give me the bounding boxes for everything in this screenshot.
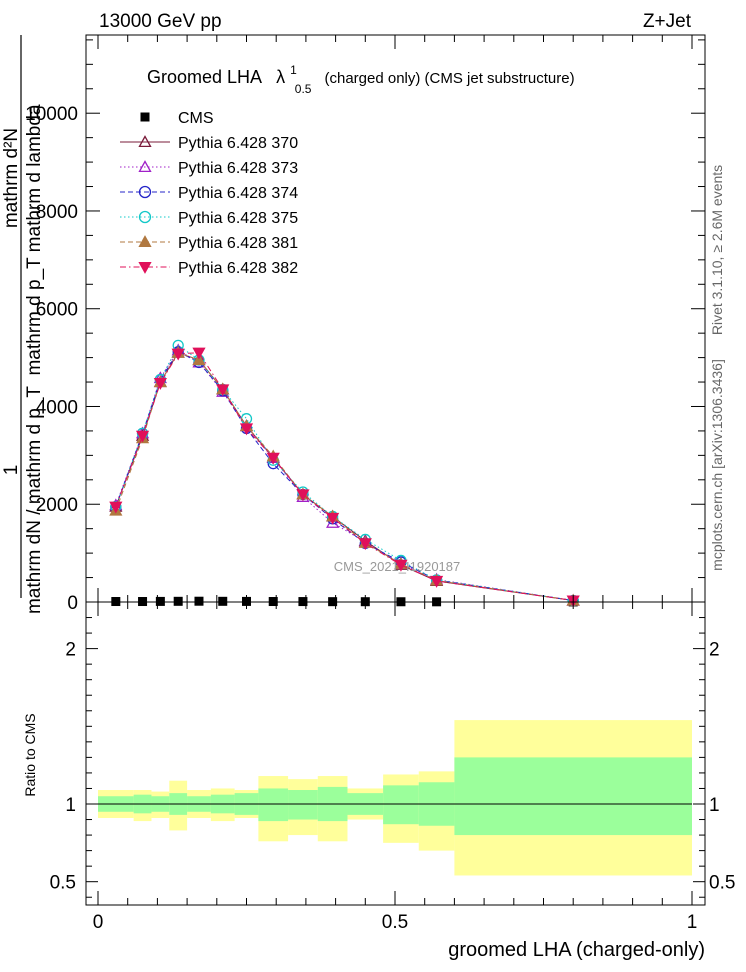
main-series-layer (109, 339, 580, 608)
main-y-tick-label: 2000 (36, 495, 78, 516)
data-point (135, 430, 150, 443)
analysis-watermark: CMS_2021_I1920187 (334, 559, 461, 574)
y-label-lower: mathrm dN / mathrm d p_T (24, 386, 45, 614)
data-point (192, 347, 206, 360)
ratio-axis-ticks (86, 602, 705, 905)
chart-title-symbol: λ (276, 67, 285, 87)
ratio-uncertainty-bands (98, 720, 692, 876)
chart-title-subscript: 0.5 (295, 82, 312, 96)
data-point (326, 515, 340, 528)
data-point (394, 559, 408, 572)
main-y-tick-label: 4000 (36, 397, 78, 418)
x-tick-label: 0 (93, 912, 104, 933)
legend-label: Pythia 6.428 381 (178, 235, 298, 252)
ratio-y-tick-label: 1 (65, 795, 76, 816)
legend-entry: CMS (140, 110, 214, 127)
main-y-tick-labels: 0 2000 4000 6000 8000 10000 (25, 104, 78, 614)
x-tick-label: 1 (687, 912, 698, 933)
ratio-y-tick-label: 0.5 (50, 873, 76, 894)
header-process-label: Z+Jet (643, 11, 692, 32)
ratio-y-tick-label: 2 (65, 640, 76, 661)
ratio-y-axis-label: Ratio to CMS (22, 713, 38, 796)
ratio-y-tick-label-right: 0.5 (709, 873, 735, 894)
data-point (138, 135, 152, 148)
data-point (429, 575, 444, 588)
ratio-y-tick-label-right: 2 (709, 640, 720, 661)
chart-title-main: Groomed LHA (147, 67, 262, 87)
data-point (138, 235, 152, 248)
y-label-upper-denominator: mathrm d p_T mathrm d lambda (24, 104, 45, 375)
ratio-stat-band-bin (258, 788, 289, 822)
main-axis-ticks (86, 35, 705, 603)
data-point (173, 596, 183, 606)
series-6 (109, 347, 580, 608)
data-point (109, 501, 123, 514)
chart-title-suffix: (charged only) (CMS jet substructure) (325, 70, 575, 87)
data-point (171, 348, 185, 361)
main-plot-panel: 0 2000 4000 6000 8000 10000 Groomed LHA λ 1 0… (1, 34, 706, 614)
series-line (115, 349, 574, 601)
ratio-y-tick-labels-right: 0.5 1 2 (709, 640, 735, 894)
data-point (216, 384, 230, 397)
y-label-upper: mathrm d²N (1, 128, 22, 228)
legend-entry: Pythia 6.428 374 (120, 185, 298, 202)
legend-label: Pythia 6.428 370 (178, 135, 298, 152)
header-energy-label: 13000 GeV pp (99, 11, 222, 32)
main-y-tick-label: 8000 (36, 202, 78, 223)
chart-title-superscript: 1 (290, 63, 297, 77)
ratio-stat-band-bin (383, 785, 419, 825)
main-y-tick-label: 10000 (25, 104, 78, 125)
data-point (138, 261, 152, 274)
legend: CMS Pythia 6.428 370 Pythia 6.428 373 Pythi… (120, 110, 298, 277)
ratio-y-tick-label-right: 1 (709, 795, 720, 816)
data-point (194, 596, 204, 606)
data-point (153, 377, 167, 390)
ratio-stat-band-bin (288, 790, 318, 820)
data-point (239, 423, 254, 436)
x-tick-label: 0.5 (382, 912, 408, 933)
legend-entry: Pythia 6.428 375 (120, 210, 298, 227)
y-label-one: 1 (1, 465, 22, 476)
x-tick-labels: 0 0.5 1 (93, 912, 698, 933)
ratio-stat-band-bin (454, 757, 692, 836)
data-point (296, 489, 310, 502)
data-point (218, 596, 228, 606)
ratio-y-tick-labels: 0.5 1 2 (50, 640, 76, 894)
legend-entry: Pythia 6.428 381 (120, 235, 298, 252)
legend-entry: Pythia 6.428 382 (120, 260, 298, 277)
data-point (326, 512, 340, 525)
legend-label: Pythia 6.428 375 (178, 210, 298, 227)
data-point (266, 452, 280, 465)
legend-label: Pythia 6.428 373 (178, 160, 298, 177)
mcplots-label: mcplots.cern.ch [arXiv:1306.3436] (709, 359, 725, 571)
legend-label: Pythia 6.428 374 (178, 185, 298, 202)
legend-label: Pythia 6.428 382 (178, 260, 298, 277)
data-point (155, 596, 165, 606)
legend-label: CMS (178, 110, 214, 127)
chart-title: Groomed LHA λ 1 0.5 (charged only) (CMS … (147, 58, 575, 97)
legend-entry: Pythia 6.428 373 (120, 160, 298, 177)
data-point (140, 112, 150, 122)
main-y-tick-label: 0 (67, 593, 78, 614)
data-point (138, 160, 152, 173)
data-point (138, 210, 152, 224)
series-line (115, 344, 574, 601)
ratio-plot-panel: 0.512 0.512 0 0.5 1 Ratio to CMS groomed L… (22, 601, 735, 961)
rivet-label: Rivet 3.1.10, ≥ 2.6M events (709, 165, 725, 335)
legend-entry: Pythia 6.428 370 (120, 135, 298, 152)
data-point (358, 538, 372, 551)
main-y-axis-label: 1 mathrm d²N mathrm d p_T mathrm d lambd… (1, 35, 45, 614)
main-y-tick-label: 6000 (36, 300, 78, 321)
x-axis-label: groomed LHA (charged-only) (448, 939, 705, 961)
data-point (138, 185, 152, 199)
